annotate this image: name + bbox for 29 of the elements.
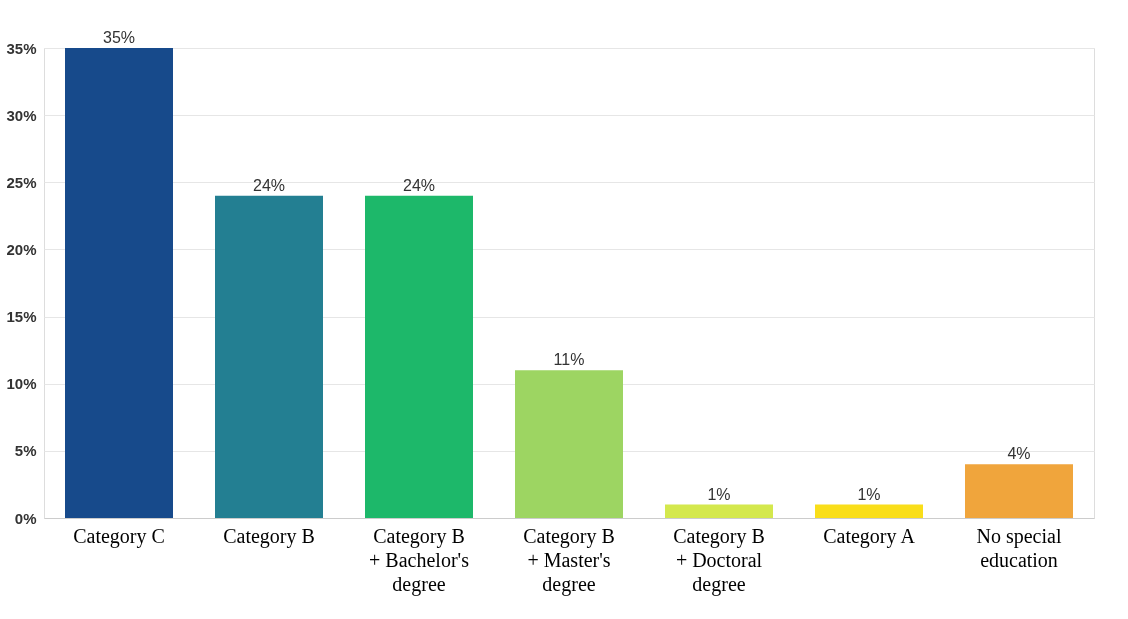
data-label: 1% <box>707 485 731 503</box>
x-tick-label: Category B + Doctoral degree <box>673 524 765 596</box>
x-tick-label: Category B + Bachelor's degree <box>369 524 470 596</box>
bar <box>665 504 773 518</box>
y-tick-label: 10% <box>6 375 37 393</box>
data-label: 1% <box>857 485 881 503</box>
y-tick-label: 30% <box>6 106 37 124</box>
y-tick-label: 20% <box>6 240 37 258</box>
data-label: 24% <box>402 176 436 194</box>
bar <box>965 464 1073 518</box>
data-label: 35% <box>102 29 136 46</box>
y-tick-label: 15% <box>6 308 37 326</box>
bar <box>365 195 473 518</box>
x-tick-label: Category B <box>223 524 315 548</box>
bar <box>65 48 173 518</box>
y-tick-label: 0% <box>14 509 37 527</box>
data-label: 4% <box>1007 445 1031 463</box>
x-tick-label: Category A <box>823 524 916 548</box>
data-label: 24% <box>252 176 286 194</box>
bar <box>815 504 923 518</box>
y-tick-label: 5% <box>14 442 37 460</box>
y-tick-label: 35% <box>6 39 37 57</box>
x-tick-label: Category B + Master's degree <box>523 524 615 596</box>
bar <box>215 195 323 518</box>
x-tick-label: No special education <box>976 524 1062 571</box>
y-tick-label: 25% <box>6 173 37 191</box>
x-tick-label: Category C <box>73 524 165 548</box>
bar <box>515 370 623 518</box>
data-label: 11% <box>553 351 585 369</box>
